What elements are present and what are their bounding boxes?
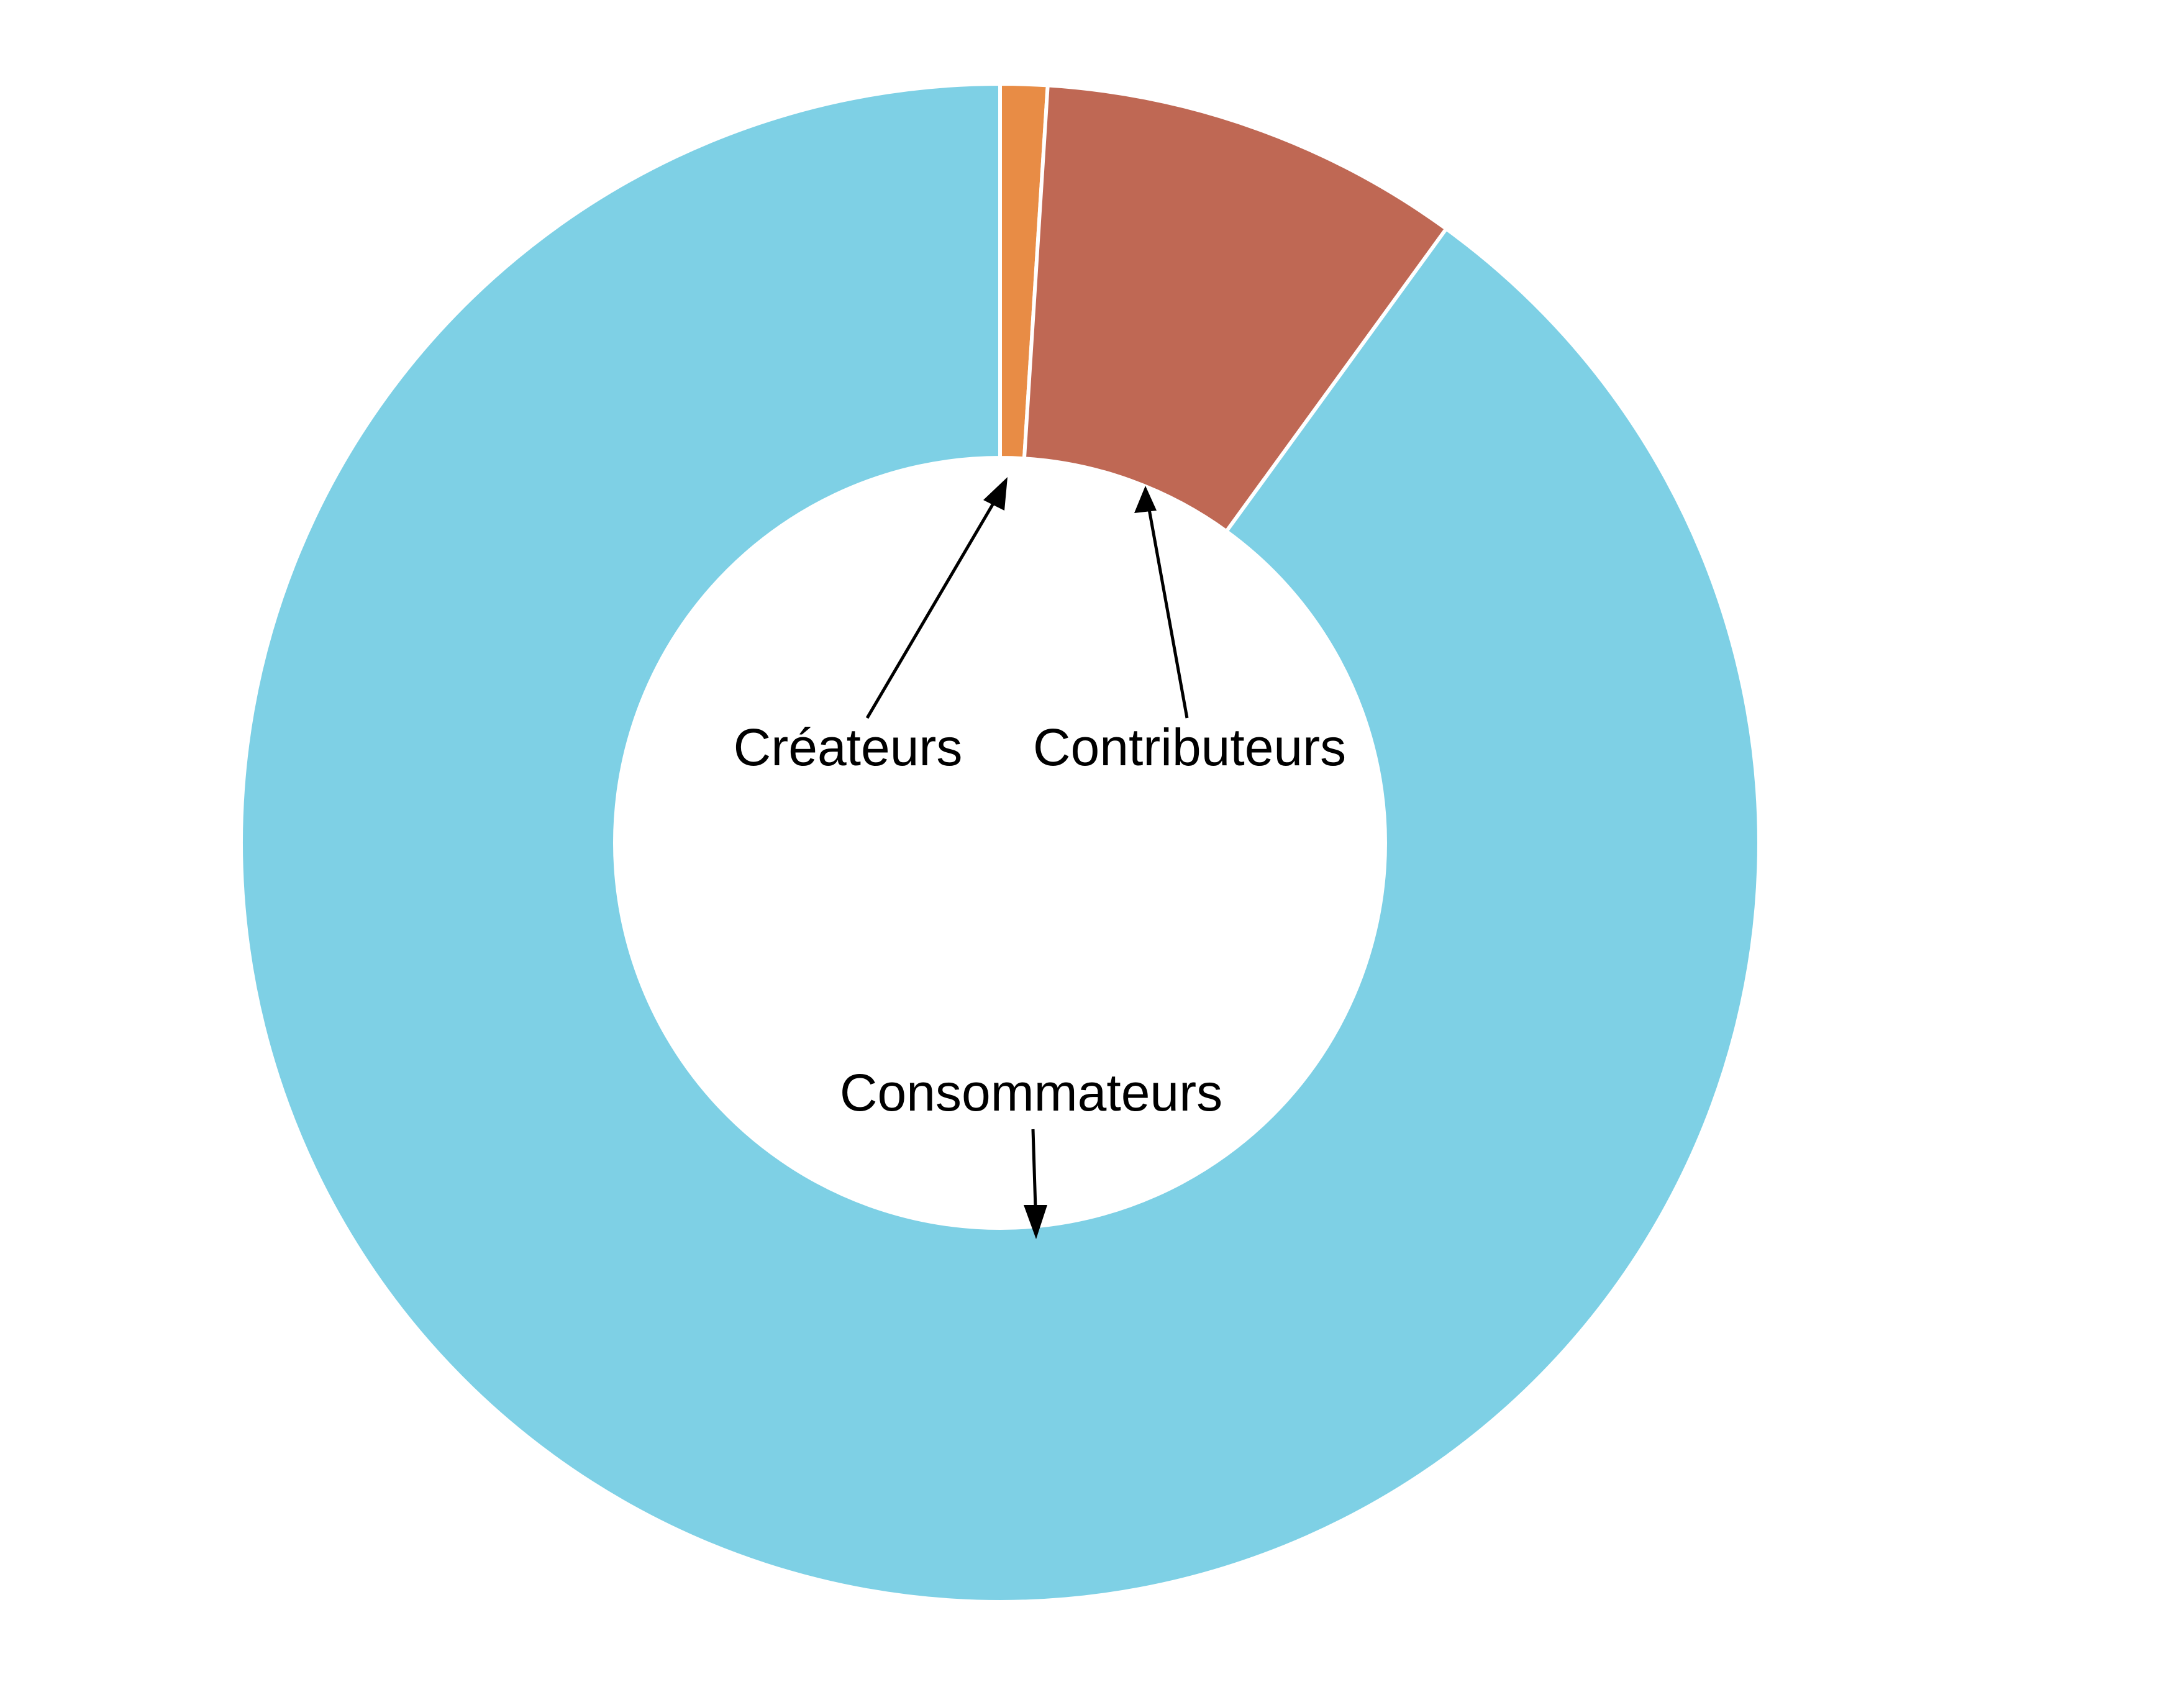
slice-contributeurs xyxy=(1022,83,1449,534)
contributeurs-leader-line xyxy=(1147,509,1189,719)
consommateurs-leader-line xyxy=(1031,1129,1037,1209)
createurs-leader-line xyxy=(865,491,1002,719)
contributeurs-arrow-head xyxy=(1134,486,1157,513)
consommateurs-arrow-head xyxy=(1024,1205,1047,1239)
contributeurs-annotation: Contributeurs xyxy=(1033,486,1346,776)
createurs-arrow-head xyxy=(983,477,1008,511)
slice-consommateurs xyxy=(239,81,1761,1604)
createurs-annotation: Créateurs xyxy=(734,477,1008,776)
donut-slices xyxy=(239,81,1761,1604)
createurs-label: Créateurs xyxy=(734,718,963,776)
contributeurs-label: Contributeurs xyxy=(1033,718,1346,776)
consommateurs-label: Consommateurs xyxy=(840,1063,1222,1122)
consommateurs-annotation: Consommateurs xyxy=(840,1063,1222,1239)
